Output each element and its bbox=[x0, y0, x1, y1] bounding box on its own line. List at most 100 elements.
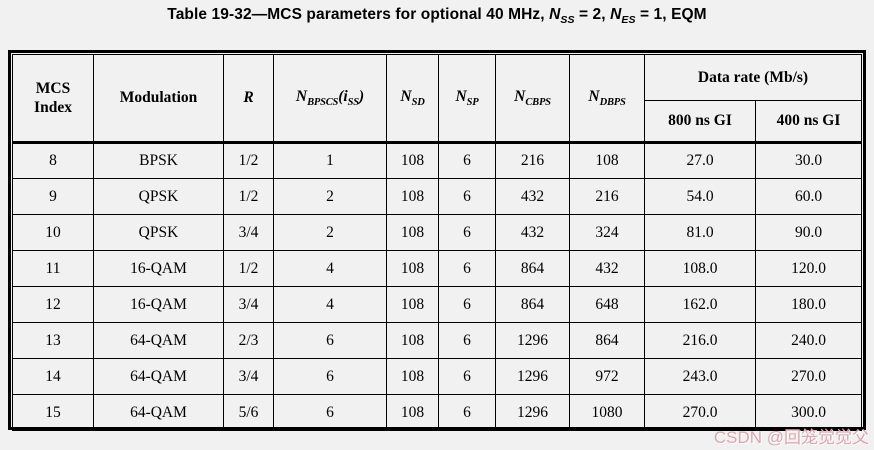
cell-nsp: 6 bbox=[438, 358, 496, 395]
cell-rate-400ns: 30.0 bbox=[755, 142, 862, 179]
cell-coding-rate: 1/2 bbox=[223, 178, 274, 215]
cell-coding-rate: 3/4 bbox=[223, 358, 274, 395]
cell-rate-800ns: 108.0 bbox=[644, 250, 756, 287]
header-nsp: NSP bbox=[438, 54, 496, 144]
header-nbpscs: NBPSCS(iSS) bbox=[273, 54, 387, 144]
cell-mcs-index: 11 bbox=[12, 250, 94, 287]
cell-nsd: 108 bbox=[386, 214, 439, 251]
caption-text: Table 19-32—MCS parameters for optional … bbox=[167, 6, 550, 23]
cell-rate-800ns: 162.0 bbox=[644, 286, 756, 323]
caption-var-nss-sub: SS bbox=[560, 14, 575, 27]
header-ndbps-n: N bbox=[588, 87, 600, 105]
header-nbpscs-i: i bbox=[343, 87, 348, 105]
cell-nsp: 6 bbox=[438, 214, 496, 251]
table-header: MCS Index Modulation R NBPSCS(iSS) NSD NS… bbox=[12, 54, 862, 144]
cell-modulation: 64-QAM bbox=[93, 322, 224, 359]
header-ndbps: NDBPS bbox=[569, 54, 645, 144]
cell-coding-rate: 1/2 bbox=[223, 142, 274, 179]
cell-ndbps: 864 bbox=[569, 322, 645, 359]
cell-nbpscs: 2 bbox=[273, 214, 387, 251]
header-nbpscs-n: N bbox=[295, 87, 308, 105]
cell-nsd: 108 bbox=[386, 178, 439, 215]
cell-rate-400ns: 300.0 bbox=[755, 394, 862, 431]
header-ncbps-sub: CBPS bbox=[525, 97, 551, 109]
cell-nsp: 6 bbox=[438, 322, 496, 359]
cell-coding-rate: 5/6 bbox=[223, 394, 274, 431]
table-row: 15 64-QAM 5/6 6 108 6 1296 1080 270.0 30… bbox=[12, 394, 862, 431]
cell-rate-400ns: 240.0 bbox=[755, 322, 862, 359]
cell-rate-400ns: 120.0 bbox=[755, 250, 862, 287]
cell-ncbps: 1296 bbox=[495, 394, 570, 431]
cell-nsp: 6 bbox=[438, 250, 496, 287]
cell-ncbps: 216 bbox=[495, 142, 570, 179]
cell-mcs-index: 8 bbox=[12, 142, 94, 179]
cell-nsp: 6 bbox=[438, 286, 496, 323]
cell-nsp: 6 bbox=[438, 394, 496, 431]
cell-nbpscs: 4 bbox=[273, 286, 387, 323]
cell-ncbps: 432 bbox=[495, 214, 570, 251]
cell-coding-rate: 3/4 bbox=[223, 214, 274, 251]
cell-rate-800ns: 216.0 bbox=[644, 322, 756, 359]
cell-nsd: 108 bbox=[386, 286, 439, 323]
cell-nsd: 108 bbox=[386, 142, 439, 179]
cell-mcs-index: 12 bbox=[12, 286, 94, 323]
cell-ndbps: 972 bbox=[569, 358, 645, 395]
header-800ns-gi: 800 ns GI bbox=[644, 100, 756, 144]
caption-var-nes-sub: ES bbox=[621, 14, 636, 27]
cell-modulation: 16-QAM bbox=[93, 286, 224, 323]
header-data-rate: Data rate (Mb/s) bbox=[644, 54, 862, 101]
cell-modulation: 64-QAM bbox=[93, 394, 224, 431]
csdn-watermark: CSDN @回笼觉觉父 bbox=[713, 428, 869, 447]
header-ncbps: NCBPS bbox=[495, 54, 570, 144]
table-row: 13 64-QAM 2/3 6 108 6 1296 864 216.0 240… bbox=[12, 322, 862, 359]
table-row: 9 QPSK 1/2 2 108 6 432 216 54.0 60.0 bbox=[12, 178, 862, 215]
cell-coding-rate: 2/3 bbox=[223, 322, 274, 359]
header-nsp-sub: SP bbox=[466, 97, 479, 109]
cell-ncbps: 864 bbox=[495, 250, 570, 287]
cell-ndbps: 108 bbox=[569, 142, 645, 179]
header-nsp-n: N bbox=[455, 87, 467, 105]
header-row-2: 800 ns GI 400 ns GI bbox=[13, 100, 862, 144]
cell-modulation: QPSK bbox=[93, 178, 224, 215]
header-ndbps-sub: DBPS bbox=[599, 97, 626, 109]
cell-rate-400ns: 60.0 bbox=[755, 178, 862, 215]
cell-modulation: QPSK bbox=[93, 214, 224, 251]
cell-ndbps: 1080 bbox=[569, 394, 645, 431]
cell-nbpscs: 4 bbox=[273, 250, 387, 287]
header-mcs-index: MCS Index bbox=[12, 54, 94, 144]
cell-mcs-index: 9 bbox=[12, 178, 94, 215]
cell-mcs-index: 13 bbox=[12, 322, 94, 359]
cell-rate-800ns: 270.0 bbox=[644, 394, 756, 431]
cell-coding-rate: 1/2 bbox=[223, 250, 274, 287]
header-nsd-n: N bbox=[400, 87, 412, 105]
cell-rate-400ns: 180.0 bbox=[755, 286, 862, 323]
cell-modulation: BPSK bbox=[93, 142, 224, 179]
header-nsd: NSD bbox=[386, 54, 439, 144]
cell-ncbps: 432 bbox=[495, 178, 570, 215]
cell-ndbps: 324 bbox=[569, 214, 645, 251]
header-nbpscs-sub: BPSCS bbox=[307, 97, 339, 109]
mcs-parameters-table: MCS Index Modulation R NBPSCS(iSS) NSD NS… bbox=[12, 54, 862, 431]
cell-nbpscs: 2 bbox=[273, 178, 387, 215]
cell-rate-800ns: 54.0 bbox=[644, 178, 756, 215]
cell-nsd: 108 bbox=[386, 250, 439, 287]
caption-var-nes: N bbox=[610, 6, 622, 23]
cell-ncbps: 1296 bbox=[495, 358, 570, 395]
cell-ncbps: 864 bbox=[495, 286, 570, 323]
cell-rate-800ns: 243.0 bbox=[644, 358, 756, 395]
header-nsd-sub: SD bbox=[411, 97, 425, 109]
mcs-parameters-table-frame: MCS Index Modulation R NBPSCS(iSS) NSD NS… bbox=[8, 50, 866, 431]
cell-nsp: 6 bbox=[438, 142, 496, 179]
cell-nsd: 108 bbox=[386, 394, 439, 431]
cell-ncbps: 1296 bbox=[495, 322, 570, 359]
header-nbpscs-i-sub: SS bbox=[347, 97, 359, 109]
cell-rate-800ns: 27.0 bbox=[644, 142, 756, 179]
cell-nsd: 108 bbox=[386, 322, 439, 359]
cell-ndbps: 648 bbox=[569, 286, 645, 323]
table-row: 11 16-QAM 1/2 4 108 6 864 432 108.0 120.… bbox=[12, 250, 862, 287]
table-row: 12 16-QAM 3/4 4 108 6 864 648 162.0 180.… bbox=[12, 286, 862, 323]
table-caption: Table 19-32—MCS parameters for optional … bbox=[0, 6, 874, 26]
cell-rate-400ns: 270.0 bbox=[755, 358, 862, 395]
cell-rate-800ns: 81.0 bbox=[644, 214, 756, 251]
cell-nbpscs: 6 bbox=[273, 394, 387, 431]
